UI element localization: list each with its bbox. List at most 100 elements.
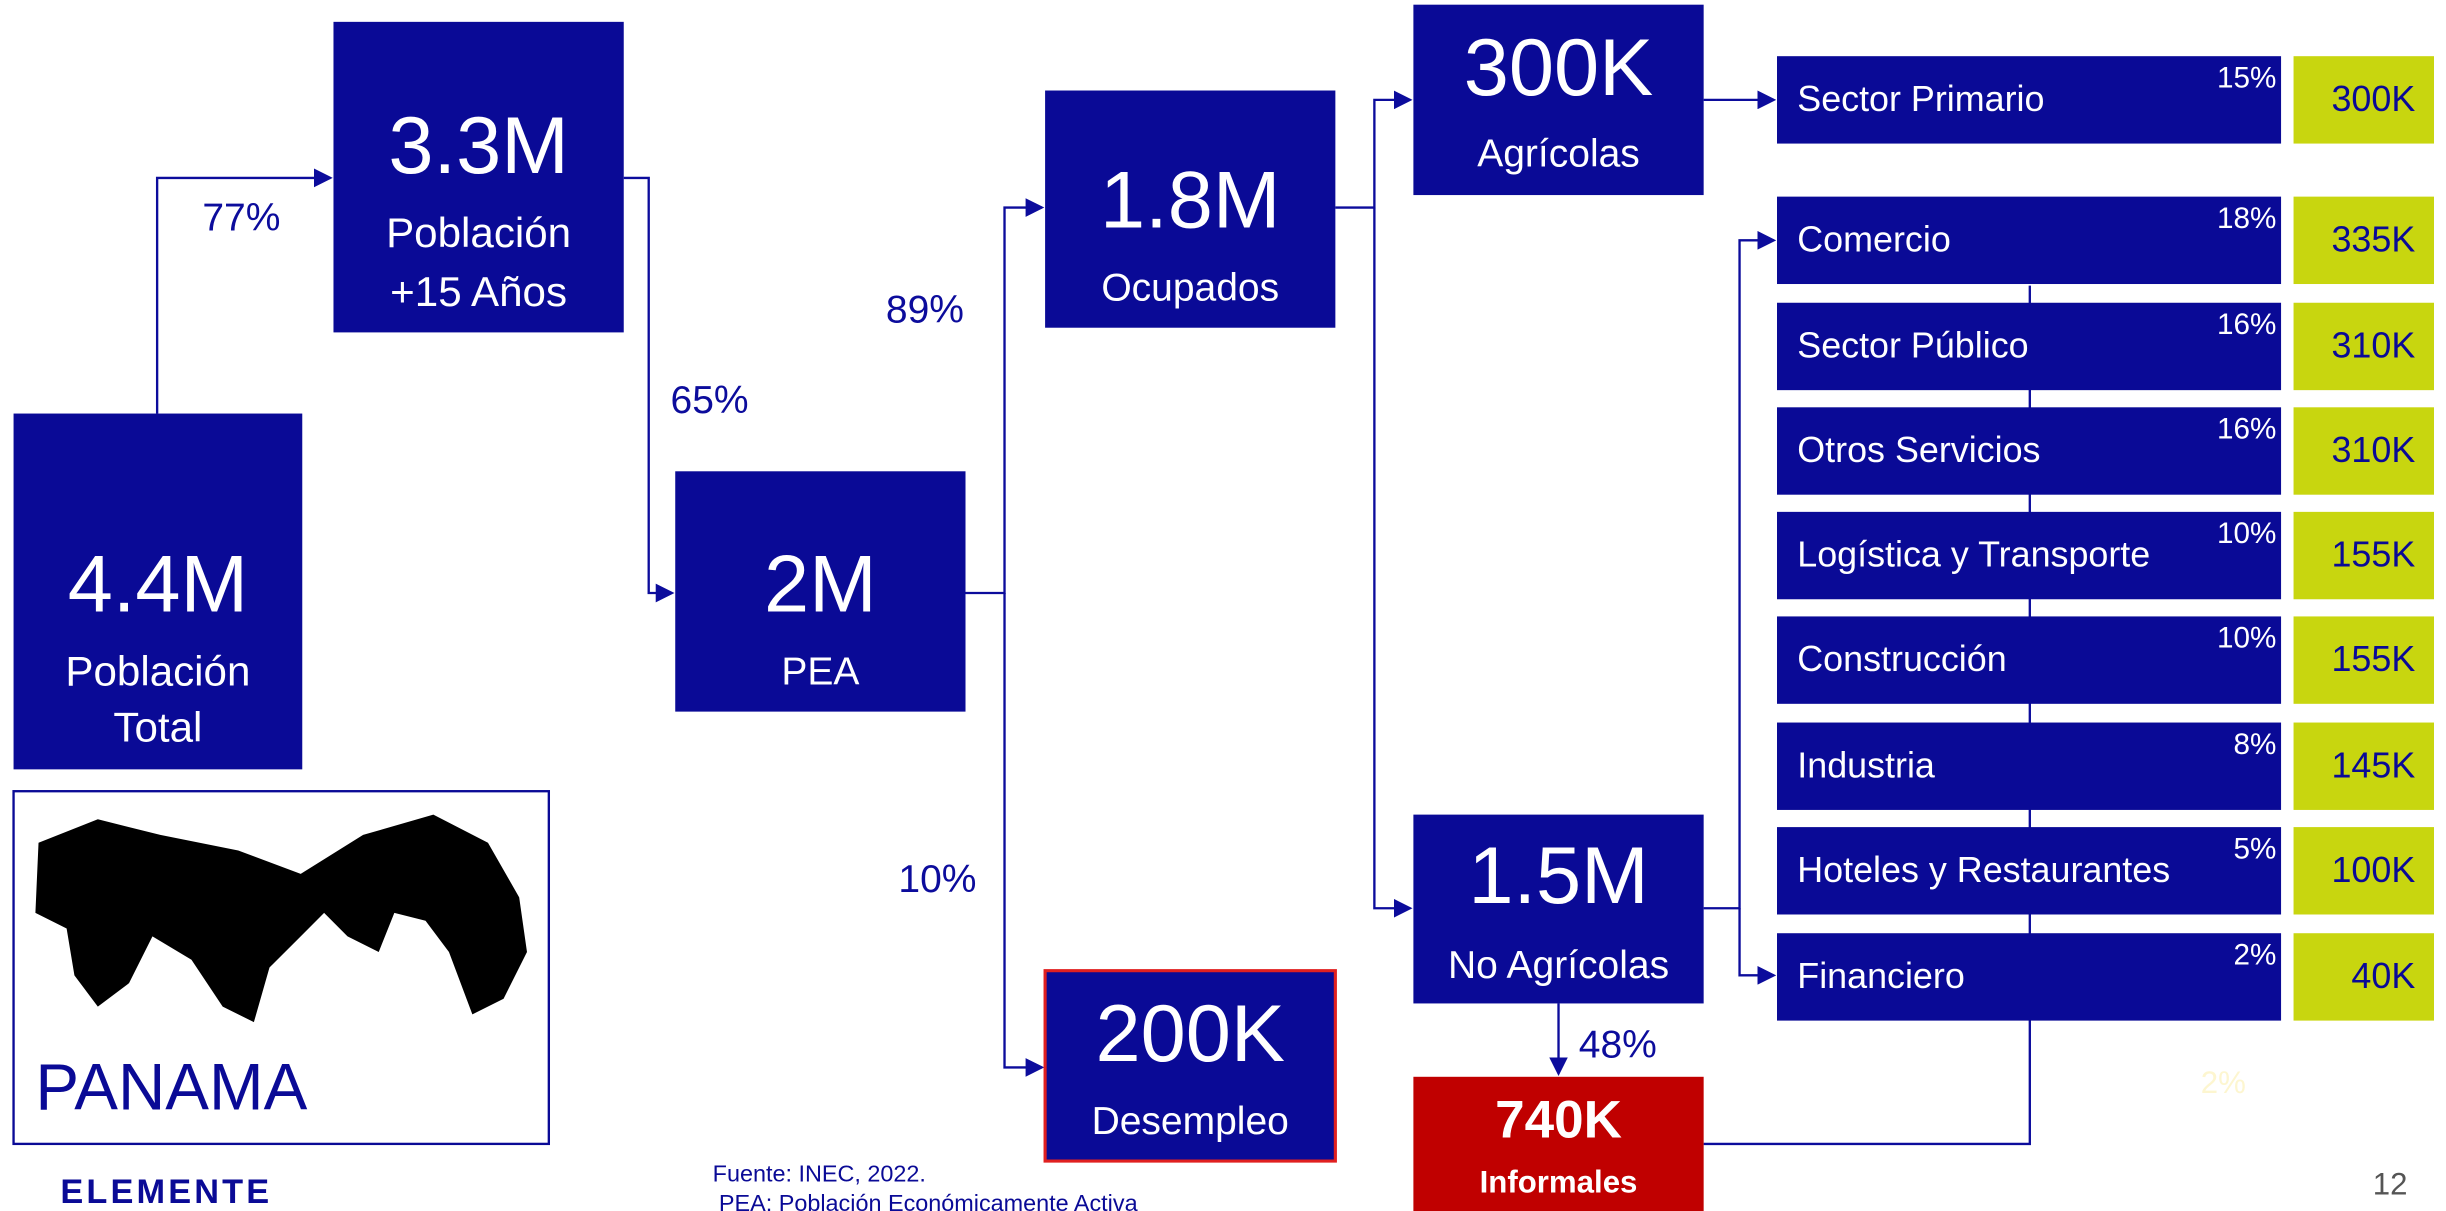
sector-pct: 16% bbox=[2217, 308, 2276, 341]
node-label: Población bbox=[65, 647, 250, 694]
page-number: 12 bbox=[2373, 1166, 2408, 1201]
node: 1.5M No Agrícolas bbox=[1413, 814, 1704, 1004]
sector-row: Logística y Transporte 10% 155K bbox=[1777, 511, 2434, 600]
node-label: +15 Años bbox=[390, 268, 567, 315]
node-box bbox=[1045, 90, 1336, 328]
sector-pct: 16% bbox=[2217, 413, 2276, 446]
node-label: Total bbox=[113, 703, 202, 750]
node-value: 1.5M bbox=[1468, 831, 1648, 921]
sector-value-box bbox=[2293, 56, 2434, 144]
sector-value: 310K bbox=[2331, 325, 2415, 365]
source: Fuente: INEC, 2022. bbox=[713, 1160, 926, 1186]
sector-pct: 5% bbox=[2234, 832, 2277, 865]
map-label: PANAMA bbox=[35, 1051, 307, 1124]
sector-box bbox=[1777, 196, 2282, 285]
map-panel: PANAMA bbox=[12, 790, 551, 1146]
sector-value-box bbox=[2293, 196, 2434, 285]
sector-pct: 2% bbox=[2234, 938, 2277, 971]
map-shape bbox=[35, 814, 527, 1023]
node-label: Desempleo bbox=[1092, 1100, 1289, 1143]
sector-row: Construcción 10% 155K bbox=[1777, 616, 2434, 704]
sector-value-box bbox=[2293, 407, 2434, 495]
source: PEA: Población Económicamente Activa bbox=[719, 1190, 1139, 1211]
sector-row: Hoteles y Restaurantes 5% 100K bbox=[1777, 827, 2434, 915]
edge-pct: 48% bbox=[1579, 1023, 1657, 1066]
node-label: Informales bbox=[1480, 1165, 1638, 1200]
edge-pct: 89% bbox=[886, 288, 964, 331]
sector-box bbox=[1777, 616, 2282, 704]
sector-name: Otros Servicios bbox=[1797, 430, 2040, 470]
node-box bbox=[1413, 814, 1704, 1004]
node: 3.3M Población +15 Años bbox=[333, 21, 624, 333]
node-box bbox=[333, 21, 624, 333]
node-box bbox=[1413, 4, 1704, 196]
sector-row: Comercio 18% 335K bbox=[1777, 196, 2434, 285]
sector-value: 300K bbox=[2331, 79, 2415, 119]
node: 2M PEA bbox=[675, 471, 966, 712]
sector-name: Financiero bbox=[1797, 956, 1964, 996]
node: 4.4M Población Total bbox=[13, 413, 303, 770]
sector-pct: 10% bbox=[2217, 517, 2276, 550]
sector-name: Hoteles y Restaurantes bbox=[1797, 850, 2170, 890]
sector-value: 145K bbox=[2331, 745, 2415, 785]
sector-box bbox=[1777, 827, 2282, 915]
sector-value: 40K bbox=[2351, 956, 2415, 996]
node-label: Población bbox=[386, 209, 571, 256]
sector-value-box bbox=[2293, 722, 2434, 810]
sector-name: Sector Público bbox=[1797, 325, 2028, 365]
sector-name: Sector Primario bbox=[1797, 79, 2044, 119]
faint-pct: 2% bbox=[2201, 1065, 2246, 1100]
node-value: 200K bbox=[1095, 989, 1284, 1079]
node-value: 1.8M bbox=[1100, 155, 1280, 245]
sector-value: 335K bbox=[2331, 219, 2415, 259]
node-label: Ocupados bbox=[1101, 267, 1279, 310]
edge-pct: 77% bbox=[202, 196, 280, 239]
node-box bbox=[675, 471, 966, 712]
node-value: 740K bbox=[1495, 1091, 1622, 1150]
node-value: 4.4M bbox=[68, 539, 248, 629]
sector-value-box bbox=[2293, 302, 2434, 391]
node: 300K Agrícolas bbox=[1413, 4, 1704, 196]
node-label: PEA bbox=[781, 650, 859, 693]
sector-pct: 8% bbox=[2234, 728, 2277, 761]
sector-box bbox=[1777, 933, 2282, 1021]
sector-box bbox=[1777, 407, 2282, 495]
sector-box bbox=[1777, 56, 2282, 144]
node-box bbox=[1043, 969, 1337, 1163]
sector-row: Sector Público 16% 310K bbox=[1777, 302, 2434, 391]
node: 740K Informales bbox=[1413, 1076, 1704, 1211]
sector-value-box bbox=[2293, 511, 2434, 600]
sector-name: Industria bbox=[1797, 745, 1935, 785]
sector-name: Comercio bbox=[1797, 219, 1951, 259]
node-value: 300K bbox=[1464, 23, 1653, 113]
sector-value-box bbox=[2293, 616, 2434, 704]
sector-value-box bbox=[2293, 827, 2434, 915]
logo: ELEMENTE bbox=[60, 1173, 272, 1211]
sector-row: Otros Servicios 16% 310K bbox=[1777, 407, 2434, 495]
sector-value: 155K bbox=[2331, 535, 2415, 575]
sector-pct: 10% bbox=[2217, 622, 2276, 655]
node: 1.8M Ocupados bbox=[1045, 90, 1336, 328]
sector-box bbox=[1777, 722, 2282, 810]
node-label: No Agrícolas bbox=[1448, 944, 1669, 987]
sector-row: Financiero 2% 40K bbox=[1777, 933, 2434, 1021]
node-label: Agrícolas bbox=[1477, 132, 1640, 175]
sector-box bbox=[1777, 302, 2282, 391]
sector-name: Construcción bbox=[1797, 639, 2006, 679]
sector-value: 100K bbox=[2331, 850, 2415, 890]
sector-name: Logística y Transporte bbox=[1797, 535, 2150, 575]
sector-row: Industria 8% 145K bbox=[1777, 722, 2434, 810]
node-box bbox=[1413, 1076, 1704, 1211]
sector-box bbox=[1777, 511, 2282, 600]
node-value: 2M bbox=[764, 539, 877, 629]
node: 200K Desempleo bbox=[1043, 969, 1337, 1163]
node-value: 3.3M bbox=[388, 101, 568, 191]
sector-row: Sector Primario 15% 300K bbox=[1777, 56, 2434, 144]
sector-pct: 18% bbox=[2217, 202, 2276, 235]
sector-value: 155K bbox=[2331, 639, 2415, 679]
sector-value-box bbox=[2293, 933, 2434, 1021]
node-box bbox=[13, 413, 303, 770]
sector-pct: 15% bbox=[2217, 61, 2276, 94]
edge-pct: 65% bbox=[671, 379, 749, 422]
